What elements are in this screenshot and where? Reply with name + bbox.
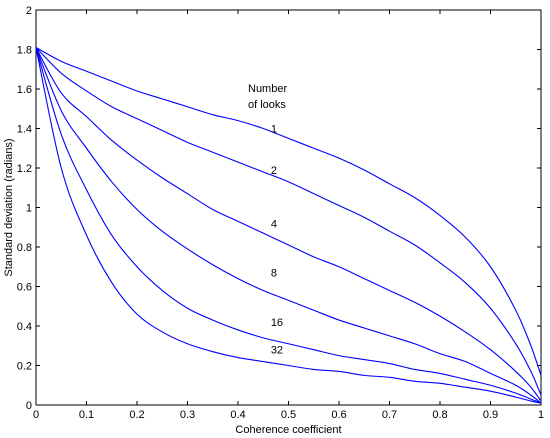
series-line-1-looks — [35, 47, 542, 376]
y-tick-label: 1.2 — [17, 163, 32, 175]
y-tick-label: 1 — [26, 203, 32, 215]
y-tick-label: 1.8 — [17, 45, 32, 57]
series-label-4: 4 — [271, 218, 277, 230]
y-tick-label: 0 — [26, 400, 32, 412]
series-line-16-looks — [35, 47, 542, 404]
x-tick-label: 0.5 — [281, 409, 296, 421]
x-tick-label: 0.3 — [180, 409, 195, 421]
series-labels: 1 2 4 8 16 32 — [271, 124, 283, 357]
x-tick-label: 0.1 — [79, 409, 94, 421]
x-axis-title: Coherence coefficient — [235, 424, 341, 436]
x-tick-label: 0.2 — [129, 409, 144, 421]
y-tick-label: 0.6 — [17, 282, 32, 294]
x-tick-label: 1 — [538, 409, 544, 421]
series-layer — [35, 47, 542, 404]
y-tick-label: 0.4 — [17, 321, 32, 333]
y-tick-label: 2 — [26, 5, 32, 17]
axis-ticks: 0 0.1 0.2 0.3 0.4 0.5 0.6 0.7 0.8 0.9 1 0 0.2 0.4 0.6 0… — [17, 5, 544, 421]
x-tick-label: 0.8 — [432, 409, 447, 421]
series-label-8: 8 — [271, 268, 277, 280]
y-axis-title: Standard deviation (radians) — [3, 138, 15, 276]
series-line-32-looks — [35, 47, 542, 404]
y-tick-label: 1.4 — [17, 124, 32, 136]
y-tick-label: 0.2 — [17, 361, 32, 373]
series-line-4-looks — [35, 47, 542, 402]
x-tick-label: 0 — [33, 409, 39, 421]
y-tick-label: 1.6 — [17, 84, 32, 96]
x-tick-label: 0.6 — [331, 409, 346, 421]
plot-frame — [35, 9, 542, 406]
annotation-line-2: of looks — [248, 99, 286, 111]
annotation-line-1: Number — [248, 83, 287, 95]
series-label-16: 16 — [271, 317, 283, 329]
x-tick-label: 0.4 — [230, 409, 245, 421]
y-tick-label: 0.8 — [17, 242, 32, 254]
x-tick-label: 0.7 — [382, 409, 397, 421]
series-label-1: 1 — [271, 124, 277, 136]
series-line-2-looks — [35, 47, 542, 396]
series-label-2: 2 — [271, 165, 277, 177]
series-line-8-looks — [35, 47, 542, 404]
series-label-32: 32 — [271, 345, 283, 357]
x-tick-label: 0.9 — [483, 409, 498, 421]
